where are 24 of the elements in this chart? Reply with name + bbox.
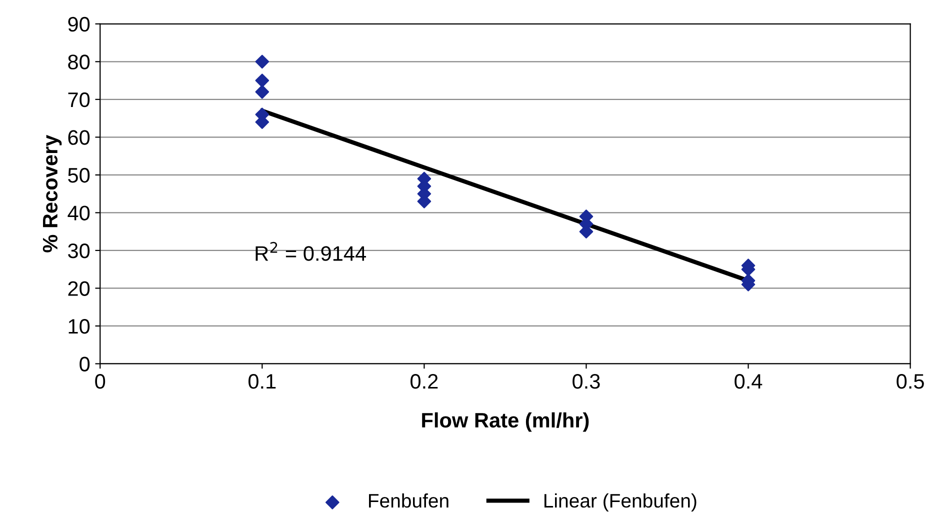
y-tick-label: 30: [68, 243, 90, 258]
point: [255, 74, 270, 88]
x-axis-title: Flow Rate (ml/hr): [422, 412, 589, 432]
y-tick-label: 0: [80, 356, 90, 372]
y-tick-label: 20: [68, 281, 90, 296]
point: [255, 84, 270, 99]
y-tick-label: 70: [68, 92, 90, 108]
y-tick-label: 80: [68, 54, 90, 70]
point: [255, 54, 270, 69]
y-tick-label: 90: [68, 16, 90, 32]
legend-label: Linear (Fenbufen): [544, 493, 696, 512]
x-tick-label: 0.3: [572, 374, 600, 389]
y-tick-label: 10: [68, 318, 90, 334]
legend-label: Fenbufen: [369, 493, 448, 508]
y-tick-label: 60: [68, 130, 90, 145]
x-tick-label: 0.1: [248, 374, 276, 389]
x-tick-label: 0.5: [896, 374, 924, 389]
x-tick-label: 0.4: [734, 374, 762, 389]
y-tick-label: 40: [68, 206, 90, 220]
y-tick-label: 50: [68, 168, 90, 183]
x-tick-label: 0: [95, 374, 106, 389]
x-tick-label: 0.2: [410, 374, 438, 389]
annotation: R$^{2}$ = 0.9144: [256, 242, 366, 261]
y-axis-title: % Recovery: [42, 134, 62, 252]
